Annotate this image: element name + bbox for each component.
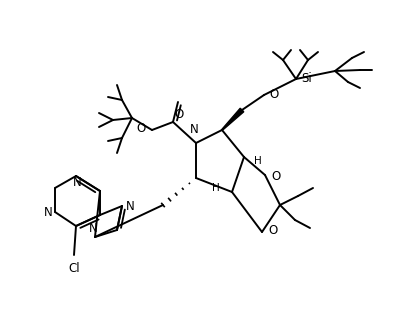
Text: N: N [189, 123, 198, 136]
Text: O: O [137, 122, 146, 134]
Polygon shape [222, 108, 244, 130]
Text: N: N [89, 222, 98, 235]
Text: O: O [269, 87, 278, 100]
Text: H: H [254, 156, 262, 166]
Text: N: N [44, 206, 53, 219]
Text: O: O [268, 225, 277, 238]
Text: O: O [174, 108, 183, 121]
Text: Si: Si [301, 72, 312, 86]
Text: N: N [126, 199, 135, 212]
Text: Cl: Cl [68, 262, 80, 275]
Text: H: H [212, 183, 220, 193]
Text: N: N [72, 177, 81, 189]
Text: O: O [271, 169, 280, 183]
